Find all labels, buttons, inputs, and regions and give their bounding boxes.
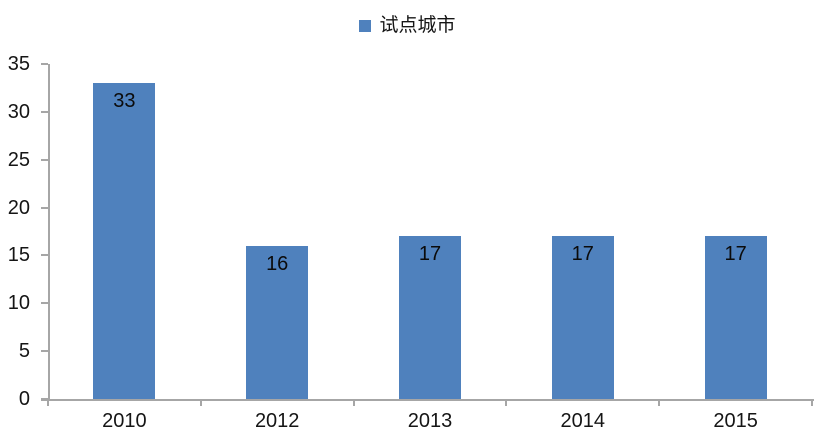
y-axis-label: 15	[7, 244, 30, 267]
bar: 17	[551, 236, 614, 399]
legend-swatch-icon	[359, 20, 372, 32]
x-axis-label: 2014	[560, 410, 606, 432]
y-axis-tick	[41, 110, 48, 113]
y-axis-tick	[41, 63, 48, 65]
bar-value-label: 17	[571, 243, 594, 266]
bar: 17	[399, 236, 461, 399]
bar-value-label: 17	[724, 243, 747, 266]
bar-value-label: 16	[266, 252, 289, 275]
bar: 33	[93, 83, 156, 399]
y-axis-tick	[41, 398, 48, 400]
bar-value-label: 33	[113, 90, 136, 113]
bar: 17	[704, 236, 767, 399]
legend-label: 试点城市	[379, 15, 456, 36]
y-axis-label: 20	[7, 196, 30, 219]
y-axis-tick	[41, 206, 48, 209]
y-axis-label: 5	[18, 340, 30, 363]
bar-value-label: 17	[418, 243, 442, 266]
y-axis-label: 10	[7, 292, 30, 315]
y-axis-label: 25	[7, 148, 30, 171]
y-axis-tick	[41, 350, 48, 353]
y-axis-tick	[41, 302, 48, 305]
x-axis-tick	[811, 401, 813, 406]
legend: 试点城市	[0, 15, 815, 37]
bar: 16	[246, 245, 309, 399]
x-axis-line	[41, 399, 814, 401]
x-axis-label: 2010	[102, 410, 147, 432]
x-axis-label: 2012	[254, 410, 300, 432]
y-axis-tick	[41, 158, 48, 161]
y-axis-label: 0	[18, 388, 30, 410]
x-axis-tick	[352, 401, 355, 406]
x-axis-label: 2013	[407, 410, 453, 432]
x-axis-tick	[658, 401, 661, 406]
y-axis-label: 30	[7, 100, 30, 123]
x-axis-tick	[199, 401, 202, 406]
x-axis-tick	[505, 401, 508, 406]
y-axis-tick	[41, 254, 48, 257]
x-axis-tick	[47, 401, 49, 406]
y-axis-line	[48, 64, 50, 401]
x-axis-label: 2015	[713, 410, 758, 432]
y-axis-label: 35	[7, 53, 30, 75]
